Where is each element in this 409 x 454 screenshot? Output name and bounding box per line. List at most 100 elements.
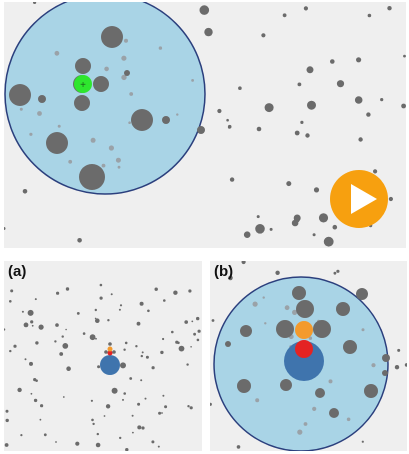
particle xyxy=(282,13,287,18)
cell xyxy=(74,95,90,111)
faint-particle xyxy=(255,398,260,403)
particle xyxy=(193,332,197,336)
particle xyxy=(196,316,200,321)
faint-particle xyxy=(115,157,121,163)
particle xyxy=(151,366,155,370)
particle xyxy=(297,82,302,87)
particle xyxy=(141,426,145,430)
particle xyxy=(356,57,362,63)
particle xyxy=(118,308,121,311)
particle xyxy=(61,335,64,338)
particle xyxy=(336,269,340,273)
particle xyxy=(255,224,265,234)
particle xyxy=(94,317,97,320)
play-icon[interactable] xyxy=(351,184,377,214)
particle xyxy=(238,86,242,90)
particle xyxy=(323,236,334,247)
particle xyxy=(91,418,94,422)
particle xyxy=(171,330,174,334)
particle xyxy=(164,405,168,409)
particle xyxy=(120,362,126,369)
particle xyxy=(184,320,188,324)
particle xyxy=(43,433,47,437)
particle xyxy=(27,309,34,316)
particle xyxy=(366,112,371,117)
particle xyxy=(196,338,200,342)
panel-a-canvas xyxy=(4,283,201,451)
particle xyxy=(313,187,320,193)
particle xyxy=(236,445,241,449)
player-cell-orange xyxy=(107,346,113,352)
cell xyxy=(313,320,331,338)
faint-particle xyxy=(90,137,96,143)
faint-particle xyxy=(57,124,61,128)
particle xyxy=(139,301,144,306)
particle xyxy=(40,404,44,408)
cell xyxy=(162,116,170,124)
cell xyxy=(364,384,378,398)
particle xyxy=(82,332,86,335)
particle xyxy=(305,133,310,138)
particle xyxy=(123,348,126,351)
particle xyxy=(210,402,212,406)
particle xyxy=(132,431,134,434)
cell xyxy=(197,126,205,134)
particle xyxy=(145,355,149,359)
particle xyxy=(147,309,150,313)
faint-particle xyxy=(262,296,265,299)
particle xyxy=(404,363,407,367)
particle xyxy=(75,441,80,446)
particle xyxy=(105,404,111,409)
particle xyxy=(230,276,233,279)
particle xyxy=(76,312,80,315)
particle xyxy=(131,414,134,417)
particle xyxy=(34,298,37,301)
particle xyxy=(77,238,82,243)
particle xyxy=(4,328,6,331)
game-view[interactable]: + xyxy=(4,2,406,248)
particle xyxy=(173,290,178,295)
particle xyxy=(190,346,192,348)
particle xyxy=(188,289,192,293)
particle xyxy=(95,337,97,340)
particle xyxy=(140,354,143,358)
cell xyxy=(329,408,339,418)
particle xyxy=(135,345,138,348)
player-cell-blue xyxy=(284,341,324,381)
particle xyxy=(23,322,29,328)
particle xyxy=(380,98,384,102)
particle xyxy=(55,323,59,327)
particle xyxy=(256,126,262,132)
player-cell[interactable] xyxy=(74,75,92,93)
player-cell-red xyxy=(295,340,313,358)
cell xyxy=(343,340,357,354)
particle xyxy=(204,27,213,37)
particle xyxy=(55,441,57,443)
particle xyxy=(330,59,335,64)
cell xyxy=(315,388,325,398)
particle xyxy=(62,396,65,398)
faint-particle xyxy=(129,92,134,96)
particle xyxy=(163,299,166,302)
game-canvas[interactable]: + xyxy=(4,2,406,248)
particle xyxy=(217,108,222,114)
particle xyxy=(95,318,100,323)
particle xyxy=(107,319,110,322)
particle xyxy=(65,287,70,291)
particle xyxy=(361,440,364,443)
cell xyxy=(296,300,314,318)
faint-particle xyxy=(121,55,127,61)
particle xyxy=(90,399,93,402)
particle xyxy=(65,328,67,331)
particle xyxy=(229,177,235,182)
particle xyxy=(294,216,300,223)
particle xyxy=(66,366,71,371)
faint-particle xyxy=(308,336,313,340)
panel-a: (a) xyxy=(4,261,202,451)
particle xyxy=(177,341,180,345)
particle xyxy=(373,169,378,174)
particle xyxy=(9,300,12,303)
cell xyxy=(292,286,306,300)
particle xyxy=(92,422,95,426)
particle xyxy=(35,341,39,345)
